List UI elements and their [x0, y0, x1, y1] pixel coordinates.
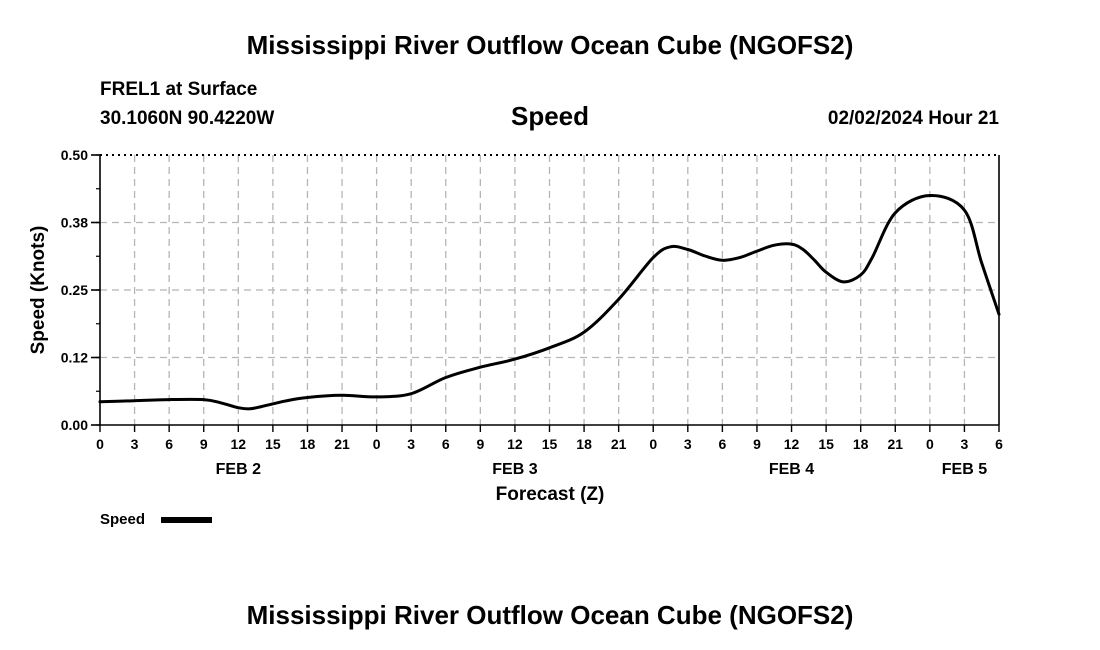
- x-axis-label: Forecast (Z): [496, 484, 605, 505]
- x-tick-label: 0: [926, 436, 934, 452]
- x-tick-label: 15: [265, 436, 281, 452]
- x-tick-label: 0: [96, 436, 104, 452]
- variable-label: Speed: [511, 101, 589, 131]
- y-tick-label: 0.50: [61, 147, 88, 163]
- x-tick-label: 18: [853, 436, 869, 452]
- x-tick-label: 21: [887, 436, 903, 452]
- x-tick-label: 18: [576, 436, 592, 452]
- x-tick-label: 15: [542, 436, 558, 452]
- footer-title: Mississippi River Outflow Ocean Cube (NG…: [247, 600, 854, 630]
- forecast-datetime: 02/02/2024 Hour 21: [828, 108, 1000, 129]
- x-tick-label: 9: [753, 436, 761, 452]
- speed-series-line: [98, 193, 1001, 411]
- day-label: FEB 4: [769, 461, 814, 478]
- legend: Speed: [100, 511, 212, 528]
- x-tick-label: 0: [649, 436, 657, 452]
- station-coords: 30.1060N 90.4220W: [100, 108, 274, 129]
- x-tick-label: 12: [507, 436, 523, 452]
- day-label: FEB 2: [216, 461, 261, 478]
- y-tick-label: 0.12: [61, 350, 88, 366]
- chart-title: Mississippi River Outflow Ocean Cube (NG…: [247, 30, 854, 60]
- x-tick-label: 21: [611, 436, 627, 452]
- series-lines: [98, 193, 1001, 411]
- x-tick-label: 15: [818, 436, 834, 452]
- y-tick-label: 0.00: [61, 417, 88, 433]
- x-tick-label: 0: [373, 436, 381, 452]
- x-tick-label: 9: [476, 436, 484, 452]
- x-tick-label: 18: [300, 436, 316, 452]
- x-tick-label: 6: [442, 436, 450, 452]
- y-tick-label: 0.25: [61, 282, 88, 298]
- x-tick-label: 3: [131, 436, 139, 452]
- day-label: FEB 3: [492, 461, 537, 478]
- x-tick-label: 21: [334, 436, 350, 452]
- x-tick-label: 3: [684, 436, 692, 452]
- x-tick-label: 12: [784, 436, 800, 452]
- day-label: FEB 5: [942, 461, 987, 478]
- x-tick-label: 3: [407, 436, 415, 452]
- x-tick-label: 9: [200, 436, 208, 452]
- station-label: FREL1 at Surface: [100, 79, 257, 100]
- x-tick-label: 3: [961, 436, 969, 452]
- x-tick-label: 6: [995, 436, 1003, 452]
- y-axis-label: Speed (Knots): [28, 226, 49, 355]
- ticks: 0.00 0.12 0.25 0.38 0.50 0 3 6 9 12 15 18 21 0 3 6 9 12 15…: [61, 147, 1003, 478]
- grid: [100, 154, 999, 425]
- x-tick-label: 6: [718, 436, 726, 452]
- x-tick-label: 6: [165, 436, 173, 452]
- y-tick-label: 0.38: [61, 215, 88, 231]
- legend-label: Speed: [100, 511, 145, 528]
- x-tick-label: 12: [231, 436, 247, 452]
